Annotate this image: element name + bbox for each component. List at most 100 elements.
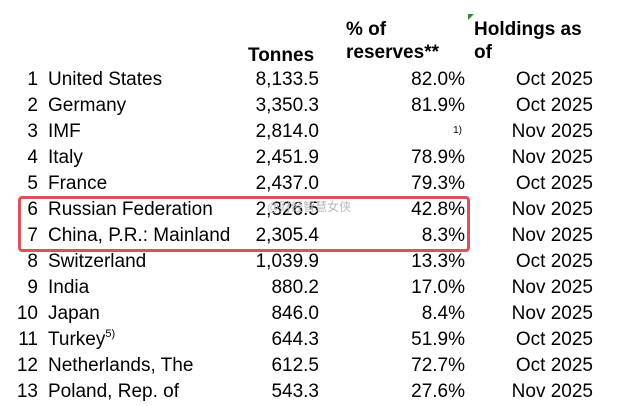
pct-reserves-cell: 82.0%	[411, 69, 465, 90]
rank-cell: 6	[27, 199, 38, 220]
country-cell: Poland, Rep. of	[48, 379, 179, 405]
country-cell: Germany	[48, 93, 126, 119]
rank-cell: 10	[16, 303, 38, 324]
country-cell: Italy	[48, 145, 83, 171]
table-row: 2 Germany 3,350.3 81.9% Oct 2025	[0, 93, 619, 119]
holdings-date-cell: Nov 2025	[511, 277, 593, 298]
rank-cell: 7	[27, 225, 38, 246]
holdings-date-cell: Oct 2025	[515, 69, 593, 90]
table-row: 6 Russian Federation 2,326.5 42.8% Nov 2025	[0, 197, 619, 223]
holdings-date-cell: Oct 2025	[515, 355, 593, 376]
pct-reserves-cell: 51.9%	[411, 329, 465, 350]
tonnes-cell: 3,350.3	[255, 95, 319, 116]
tonnes-cell: 644.3	[271, 329, 319, 350]
tonnes-cell: 8,133.5	[255, 69, 319, 90]
header-holdings-line2: of	[474, 42, 492, 63]
table-row: 12 Netherlands, The 612.5 72.7% Oct 2025	[0, 353, 619, 379]
pct-reserves-cell: 72.7%	[411, 355, 465, 376]
country-name: Poland, Rep. of	[48, 381, 179, 402]
holdings-date-cell: Oct 2025	[515, 95, 593, 116]
pct-reserves-cell: 13.3%	[411, 251, 465, 272]
table-row: 3 IMF 2,814.0 1) Nov 2025	[0, 119, 619, 145]
country-cell: India	[48, 275, 89, 301]
table-row: 11 Turkey5) 644.3 51.9% Oct 2025	[0, 327, 619, 353]
country-cell: IMF	[48, 119, 81, 145]
holdings-date-cell: Nov 2025	[511, 303, 593, 324]
country-name: Germany	[48, 95, 127, 116]
table-row: 5 France 2,437.0 79.3% Oct 2025	[0, 171, 619, 197]
table-row: 13 Poland, Rep. of 543.3 27.6% Nov 2025	[0, 379, 619, 405]
rank-cell: 9	[27, 277, 38, 298]
tonnes-cell: 543.3	[271, 381, 319, 402]
tonnes-cell: 2,437.0	[255, 173, 319, 194]
tonnes-cell: 2,326.5	[255, 199, 319, 220]
pct-reserves-cell: 81.9%	[411, 95, 465, 116]
highlight-box	[18, 196, 470, 252]
tonnes-cell: 2,305.4	[255, 225, 319, 246]
header-holdings-line1: Holdings as	[474, 19, 582, 40]
country-cell: Switzerland	[48, 249, 146, 275]
holdings-date-cell: Nov 2025	[511, 225, 593, 246]
country-cell: Russian Federation	[48, 197, 213, 223]
pct-reserves-cell: 79.3%	[411, 173, 465, 194]
holdings-date-cell: Oct 2025	[515, 173, 593, 194]
pct-reserves-cell: 42.8%	[411, 199, 465, 220]
pct-reserves-cell: 8.3%	[421, 225, 465, 246]
tonnes-cell: 1,039.9	[255, 251, 319, 272]
holdings-date-cell: Nov 2025	[511, 121, 593, 142]
table-row: 9 India 880.2 17.0% Nov 2025	[0, 275, 619, 301]
holdings-date-cell: Nov 2025	[511, 147, 593, 168]
header-pct-reserves: % of reserves**	[346, 18, 439, 64]
country-name: China, P.R.: Mainland	[48, 225, 231, 246]
country-cell: Japan	[48, 301, 100, 327]
tonnes-cell: 2,451.9	[255, 147, 319, 168]
rank-cell: 3	[27, 121, 38, 142]
country-cell: France	[48, 171, 107, 197]
tonnes-cell: 2,814.0	[255, 121, 319, 142]
table-row: 8 Switzerland 1,039.9 13.3% Oct 2025	[0, 249, 619, 275]
country-cell: Turkey5)	[48, 327, 115, 353]
rank-cell: 1	[27, 69, 38, 90]
tonnes-cell: 612.5	[271, 355, 319, 376]
watermark-text: @财经智慧女侠	[267, 200, 352, 214]
header-tonnes: Tonnes	[248, 45, 315, 66]
country-name: Italy	[48, 147, 83, 168]
country-name: Netherlands, The	[48, 355, 194, 376]
rank-cell: 4	[27, 147, 38, 168]
table-row: 10 Japan 846.0 8.4% Nov 2025	[0, 301, 619, 327]
pct-reserves-cell: 8.4%	[421, 303, 465, 324]
table-row: 4 Italy 2,451.9 78.9% Nov 2025	[0, 145, 619, 171]
footnote-ref: 5)	[105, 328, 116, 340]
pct-reserves-cell: 78.9%	[411, 147, 465, 168]
holdings-date-cell: Nov 2025	[511, 199, 593, 220]
country-name: Switzerland	[48, 251, 147, 272]
rank-cell: 5	[27, 173, 38, 194]
country-name: Turkey	[48, 329, 106, 350]
rank-cell: 13	[16, 381, 38, 402]
country-cell: Netherlands, The	[48, 353, 193, 379]
country-name: India	[48, 277, 90, 298]
country-name: France	[48, 173, 108, 194]
pct-reserves-cell: 27.6%	[411, 381, 465, 402]
holdings-date-cell: Oct 2025	[515, 329, 593, 350]
country-name: Japan	[48, 303, 100, 324]
country-name: Russian Federation	[48, 199, 213, 220]
table-row: 7 China, P.R.: Mainland 2,305.4 8.3% Nov 202…	[0, 223, 619, 249]
rank-cell: 2	[27, 95, 38, 116]
rank-cell: 8	[27, 251, 38, 272]
rank-cell: 11	[18, 329, 38, 350]
tonnes-cell: 846.0	[271, 303, 319, 324]
country-name: United States	[48, 69, 163, 90]
table-row: 1 United States 8,133.5 82.0% Oct 2025	[0, 67, 619, 93]
pct-reserves-cell: 1)	[453, 125, 462, 136]
header-pct-line2: reserves**	[346, 42, 439, 63]
pct-reserves-cell: 17.0%	[411, 277, 465, 298]
header-holdings-as-of: Holdings as of	[474, 18, 582, 64]
country-cell: China, P.R.: Mainland	[48, 223, 230, 249]
header-pct-line1: % of	[346, 19, 387, 40]
rank-cell: 12	[16, 355, 38, 376]
cell-comment-marker	[468, 14, 474, 20]
tonnes-cell: 880.2	[271, 277, 319, 298]
country-cell: United States	[48, 67, 162, 93]
